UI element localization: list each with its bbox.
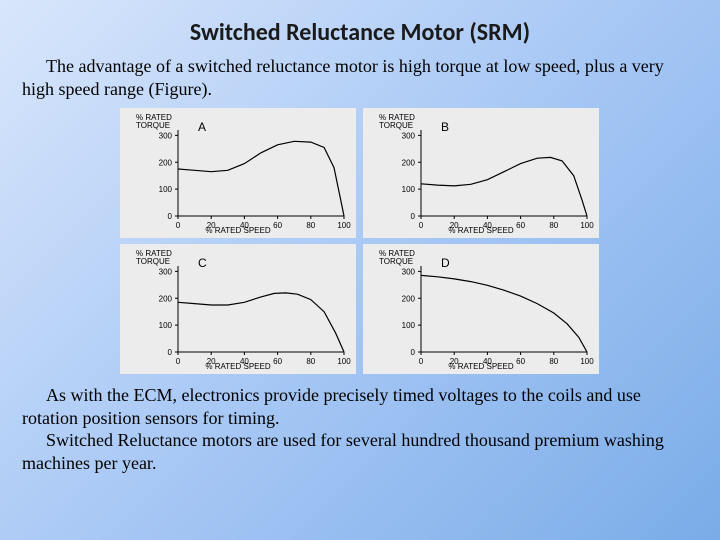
svg-text:0: 0 bbox=[176, 221, 181, 230]
svg-text:80: 80 bbox=[549, 221, 558, 230]
x-axis-label: % RATED SPEED bbox=[205, 362, 270, 371]
chart-panel-d: 0100200300020406080100% RATEDTORQUE% RAT… bbox=[363, 244, 599, 374]
paragraph-1: The advantage of a switched reluctance m… bbox=[0, 55, 720, 100]
svg-text:100: 100 bbox=[159, 321, 173, 330]
paragraph-1-text: The advantage of a switched reluctance m… bbox=[22, 56, 664, 99]
svg-text:100: 100 bbox=[580, 357, 594, 366]
svg-text:300: 300 bbox=[402, 131, 416, 140]
svg-text:80: 80 bbox=[306, 221, 315, 230]
svg-text:100: 100 bbox=[580, 221, 594, 230]
svg-text:0: 0 bbox=[419, 357, 424, 366]
panel-letter: C bbox=[198, 256, 207, 270]
paragraph-2: As with the ECM, electronics provide pre… bbox=[0, 384, 720, 429]
svg-text:60: 60 bbox=[273, 221, 282, 230]
panel-letter: D bbox=[441, 256, 450, 270]
svg-text:100: 100 bbox=[337, 357, 351, 366]
svg-text:60: 60 bbox=[273, 357, 282, 366]
chart-panel-a: 0100200300020406080100% RATEDTORQUE% RAT… bbox=[120, 108, 356, 238]
svg-text:100: 100 bbox=[337, 221, 351, 230]
svg-text:300: 300 bbox=[159, 131, 173, 140]
svg-text:0: 0 bbox=[419, 221, 424, 230]
svg-text:0: 0 bbox=[176, 357, 181, 366]
svg-text:60: 60 bbox=[516, 221, 525, 230]
page-title: Switched Reluctance Motor (SRM) bbox=[0, 0, 720, 55]
svg-text:100: 100 bbox=[402, 321, 416, 330]
figure-grid: 0100200300020406080100% RATEDTORQUE% RAT… bbox=[120, 108, 600, 374]
svg-text:80: 80 bbox=[306, 357, 315, 366]
svg-text:200: 200 bbox=[402, 158, 416, 167]
svg-text:300: 300 bbox=[402, 267, 416, 276]
svg-text:300: 300 bbox=[159, 267, 173, 276]
svg-text:200: 200 bbox=[159, 158, 173, 167]
svg-text:60: 60 bbox=[516, 357, 525, 366]
x-axis-label: % RATED SPEED bbox=[448, 362, 513, 371]
paragraph-3-text: Switched Reluctance motors are used for … bbox=[22, 430, 664, 473]
svg-text:0: 0 bbox=[411, 212, 416, 221]
chart-panel-c: 0100200300020406080100% RATEDTORQUE% RAT… bbox=[120, 244, 356, 374]
x-axis-label: % RATED SPEED bbox=[205, 226, 270, 235]
svg-text:100: 100 bbox=[402, 185, 416, 194]
panel-letter: A bbox=[198, 120, 206, 134]
svg-text:200: 200 bbox=[159, 294, 173, 303]
y-axis-label: % RATEDTORQUE bbox=[136, 250, 172, 266]
svg-text:200: 200 bbox=[402, 294, 416, 303]
paragraph-3: Switched Reluctance motors are used for … bbox=[0, 429, 720, 474]
y-axis-label: % RATEDTORQUE bbox=[136, 114, 172, 130]
svg-text:0: 0 bbox=[168, 348, 173, 357]
svg-text:80: 80 bbox=[549, 357, 558, 366]
panel-letter: B bbox=[441, 120, 449, 134]
x-axis-label: % RATED SPEED bbox=[448, 226, 513, 235]
paragraph-2-text: As with the ECM, electronics provide pre… bbox=[22, 385, 641, 428]
svg-text:0: 0 bbox=[168, 212, 173, 221]
y-axis-label: % RATEDTORQUE bbox=[379, 114, 415, 130]
y-axis-label: % RATEDTORQUE bbox=[379, 250, 415, 266]
svg-text:0: 0 bbox=[411, 348, 416, 357]
chart-panel-b: 0100200300020406080100% RATEDTORQUE% RAT… bbox=[363, 108, 599, 238]
svg-text:100: 100 bbox=[159, 185, 173, 194]
